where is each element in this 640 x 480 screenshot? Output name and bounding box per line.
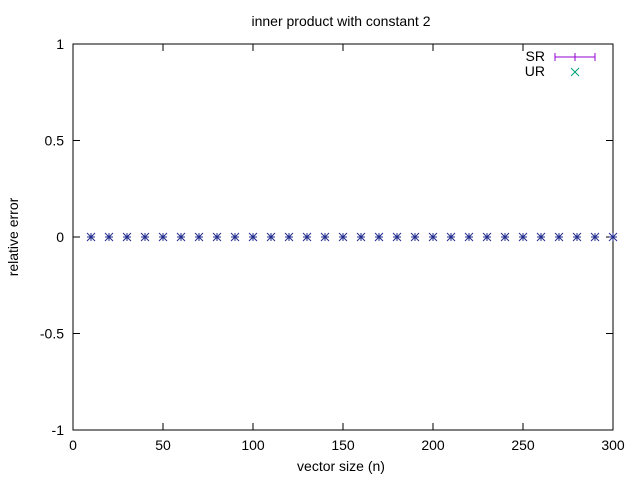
legend-label-ur: UR: [525, 63, 545, 79]
data-marks: [86, 232, 618, 242]
ur-point: [320, 232, 330, 242]
x-axis-label: vector size (n): [297, 458, 385, 474]
ur-point-d2: [482, 232, 492, 242]
ur-point-d2: [374, 232, 384, 242]
ur-point-d2: [212, 232, 222, 242]
x-tick-label: 100: [241, 437, 265, 453]
ur-point-d2: [230, 232, 240, 242]
y-tick-label: -0.5: [40, 326, 64, 342]
ur-point: [518, 232, 528, 242]
ur-point-d2: [554, 232, 564, 242]
ur-point: [338, 232, 348, 242]
ur-point: [284, 232, 294, 242]
ur-point: [428, 232, 438, 242]
ur-point: [482, 232, 492, 242]
ur-point: [446, 232, 456, 242]
ur-point-d2: [500, 232, 510, 242]
ur-point: [140, 232, 150, 242]
ur-point-d2: [410, 232, 420, 242]
ur-point: [572, 232, 582, 242]
ur-point: [590, 232, 600, 242]
ur-point: [356, 232, 366, 242]
ur-point: [158, 232, 168, 242]
ur-point-d2: [158, 232, 168, 242]
ur-point-d2: [266, 232, 276, 242]
ur-point-d2: [104, 232, 114, 242]
ur-point-d2: [338, 232, 348, 242]
ur-point-d2: [320, 232, 330, 242]
ur-point: [536, 232, 546, 242]
ur-point: [392, 232, 402, 242]
ur-point-d2: [392, 232, 402, 242]
ur-point-d2: [86, 232, 96, 242]
ur-point-d2: [428, 232, 438, 242]
x-tick-label: 200: [421, 437, 445, 453]
x-tick-label: 0: [69, 437, 77, 453]
ur-point: [464, 232, 474, 242]
ur-point-d2: [518, 232, 528, 242]
ur-point-d2: [302, 232, 312, 242]
y-tick-label: 0: [56, 229, 64, 245]
ur-point-d2: [446, 232, 456, 242]
ur-point-d2: [176, 232, 186, 242]
ur-point: [194, 232, 204, 242]
ur-point-d2: [608, 232, 618, 242]
y-tick-label: 1: [56, 36, 64, 52]
ur-point: [266, 232, 276, 242]
y-tick-label: 0.5: [45, 133, 65, 149]
ur-point: [248, 232, 258, 242]
ur-point-d2: [284, 232, 294, 242]
x-tick-label: 250: [511, 437, 535, 453]
x-tick-label: 150: [331, 437, 355, 453]
ur-point: [104, 232, 114, 242]
x-tick-label: 300: [601, 437, 625, 453]
ur-point-d2: [356, 232, 366, 242]
ur-point: [302, 232, 312, 242]
ur-point: [608, 232, 618, 242]
ur-point: [410, 232, 420, 242]
y-tick-label: -1: [52, 422, 65, 438]
ur-point: [500, 232, 510, 242]
ur-point-d2: [194, 232, 204, 242]
axes: 0 50 100 150 200 250 300 -1 -0.5 0 0.5 1: [40, 36, 625, 453]
legend-label-sr: SR: [526, 48, 545, 64]
ur-point: [176, 232, 186, 242]
ur-point: [86, 232, 96, 242]
legend-swatch-ur-d2: [570, 67, 580, 77]
ur-point-d2: [536, 232, 546, 242]
ur-point-d2: [464, 232, 474, 242]
ur-point-d2: [572, 232, 582, 242]
ur-point-d2: [590, 232, 600, 242]
ur-point-d2: [122, 232, 132, 242]
x-tick-label: 50: [155, 437, 171, 453]
ur-point: [122, 232, 132, 242]
ur-point: [230, 232, 240, 242]
ur-point: [554, 232, 564, 242]
y-axis-label: relative error: [5, 197, 21, 276]
ur-point-d2: [140, 232, 150, 242]
ur-point: [374, 232, 384, 242]
ur-point-d2: [248, 232, 258, 242]
ur-point: [212, 232, 222, 242]
chart-title: inner product with constant 2: [252, 13, 431, 29]
